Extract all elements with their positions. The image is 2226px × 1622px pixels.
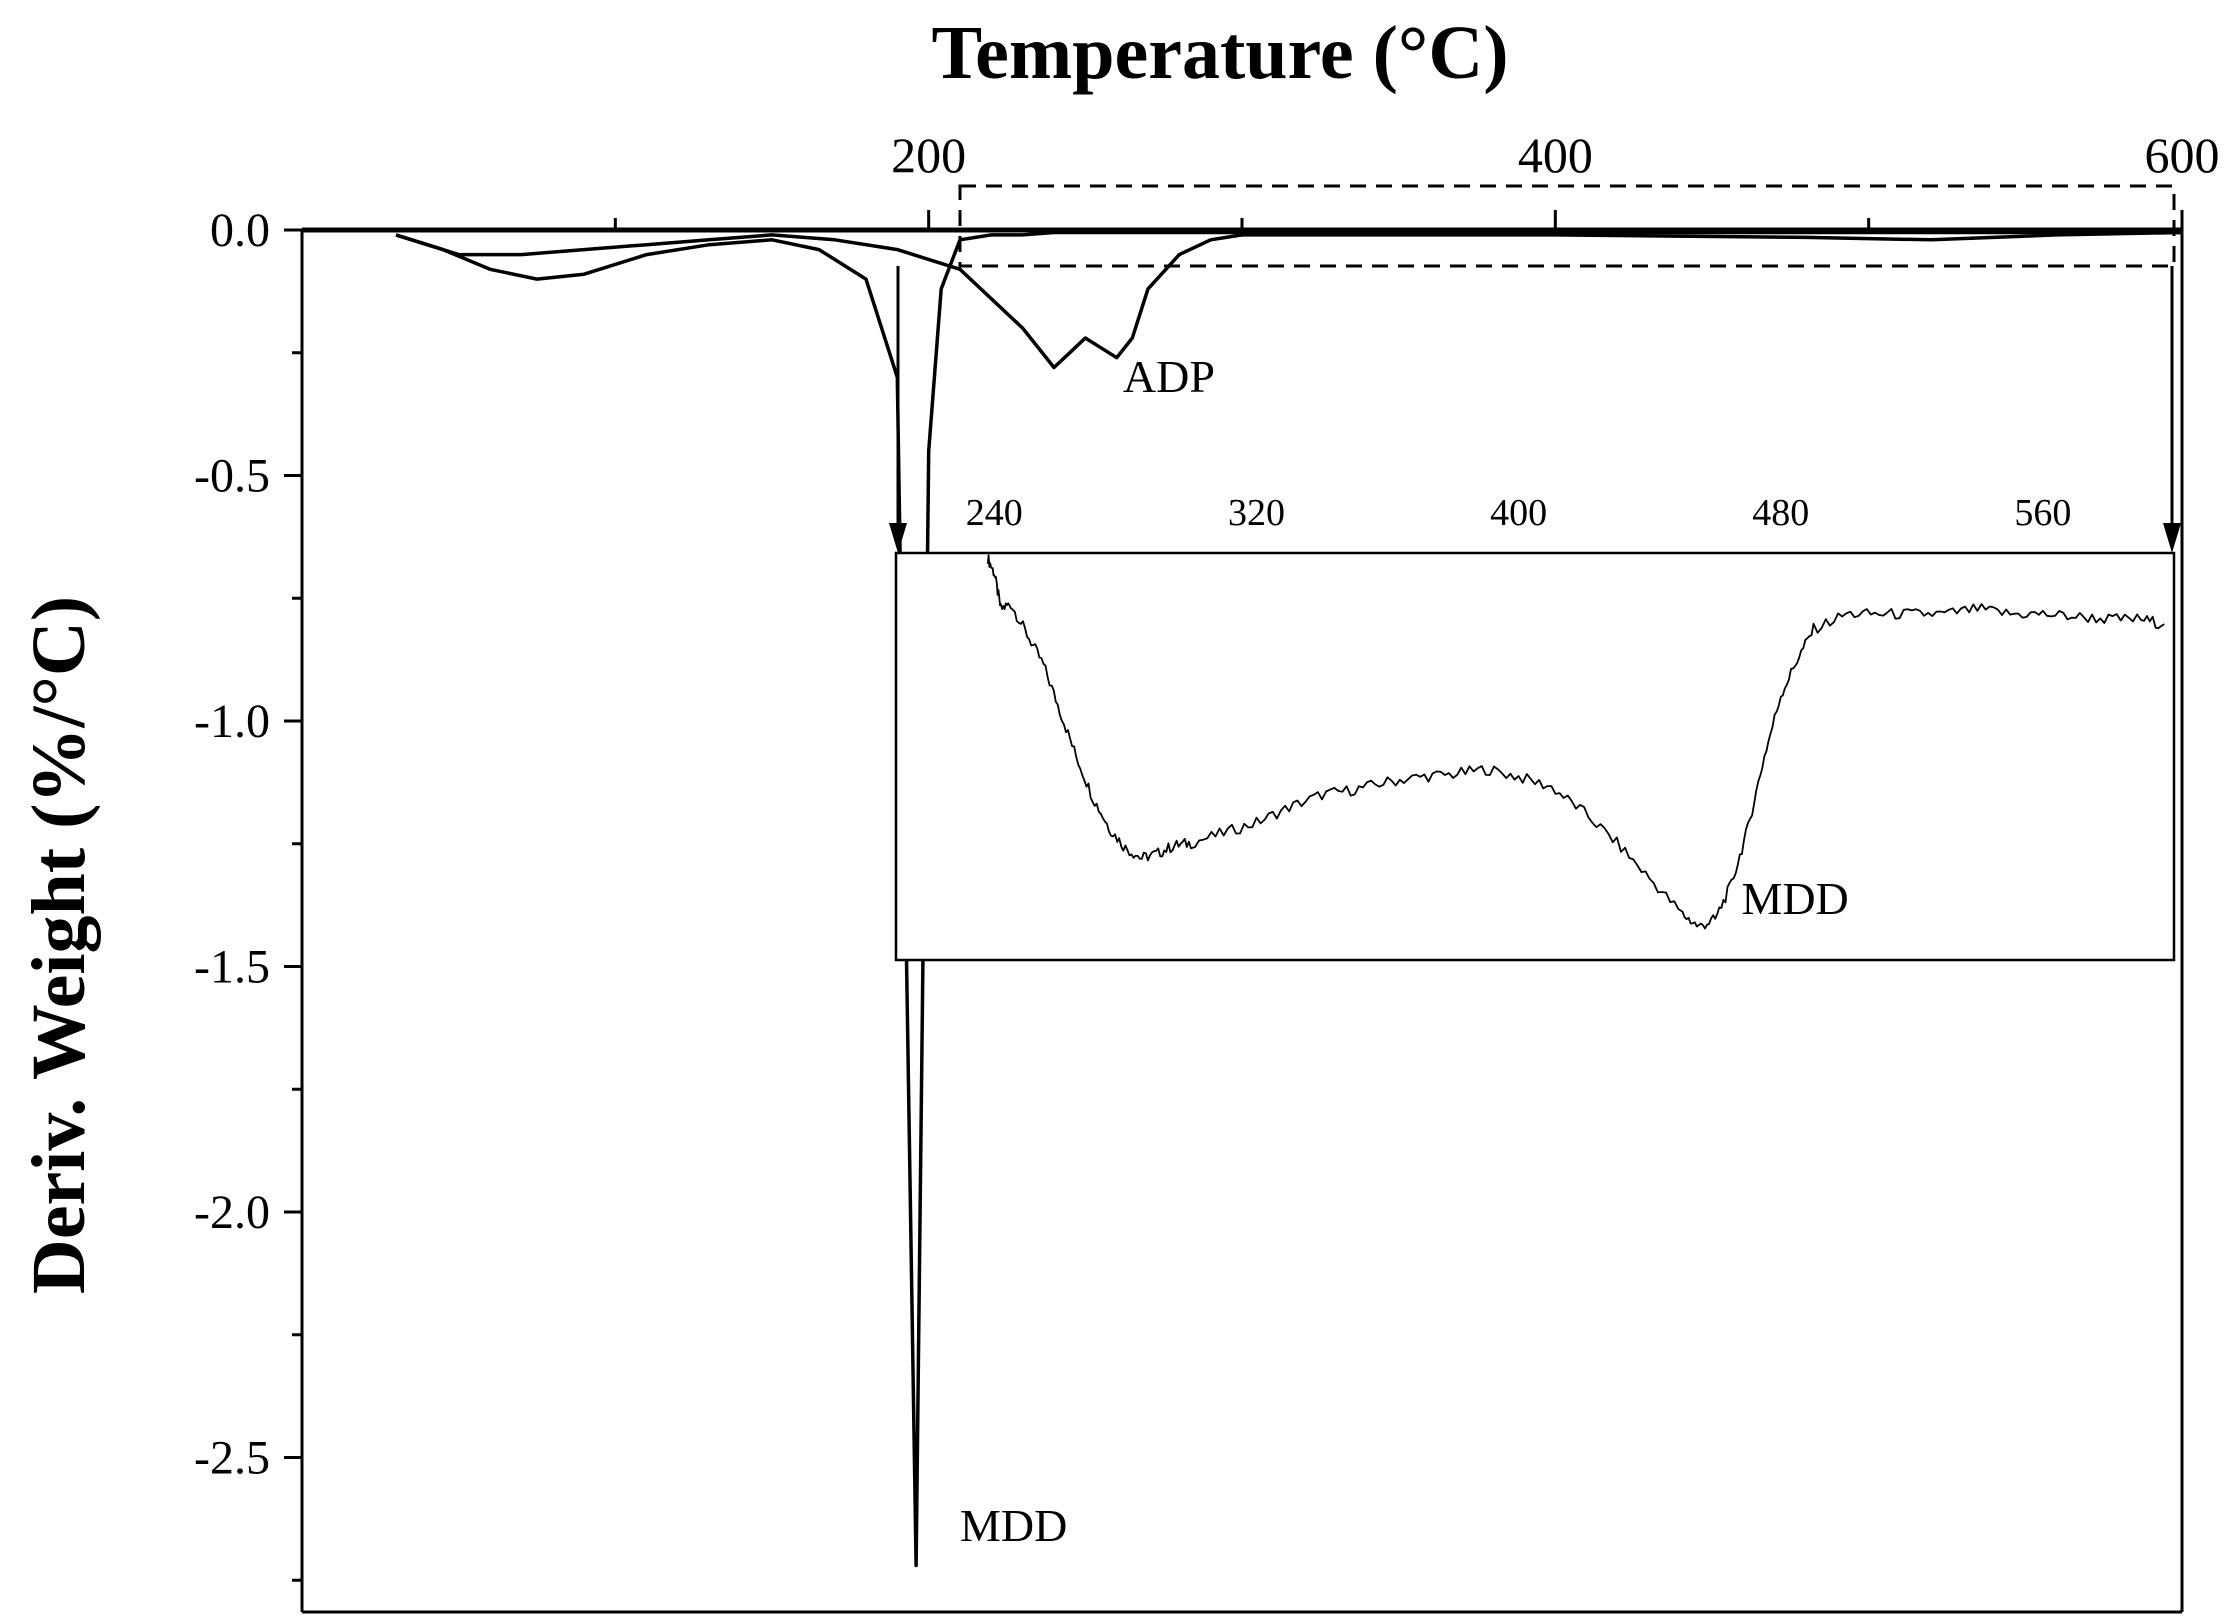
y-axis-title: Deriv. Weight (%/°C) (17, 596, 101, 1294)
x-tick-label: 200 (891, 127, 966, 183)
main-axis-ticks (284, 210, 2184, 1582)
y-tick-label: -2.5 (194, 1432, 270, 1485)
inset-annotation-label: MDD (1741, 873, 1848, 924)
main-series-line (395, 230, 2182, 1568)
main-series-group (395, 230, 2183, 1568)
zoom-region-box (958, 184, 2176, 268)
inset-x-tick-label: 240 (966, 492, 1023, 534)
y-tick-label: 0.0 (210, 204, 270, 257)
main-tick-labels: 0.0 -0.5 -1.0 -1.5 -2.0 -2.5 200 400 600 (194, 127, 2219, 1485)
zoom-arrow-head (2163, 523, 2181, 553)
y-tick-label: -0.5 (194, 450, 270, 503)
annotation-label: MDD (960, 1500, 1067, 1551)
inset-series-line (986, 554, 2165, 930)
inset-x-tick-label: 400 (1490, 492, 1547, 534)
x-axis-title: Temperature (°C) (931, 11, 1508, 95)
y-tick-label: -1.0 (194, 695, 270, 748)
annotation-label: ADP (1123, 351, 1215, 402)
main-series-line (395, 230, 2183, 370)
y-tick-label: -1.5 (194, 941, 270, 994)
inset-x-tick-label: 480 (1752, 492, 1809, 534)
x-tick-label: 600 (2145, 127, 2220, 183)
y-tick-label: -2.0 (194, 1186, 270, 1239)
inset-x-tick-label: 560 (2014, 492, 2071, 534)
inset-plot: 240 320 400 480 560 (894, 492, 2176, 962)
inset-frame (894, 551, 2176, 962)
zoom-indicators (889, 184, 2181, 553)
annotations-group: MDD ADP MDD (960, 351, 1849, 1551)
inset-x-tick-label: 320 (1228, 492, 1285, 534)
x-tick-label: 400 (1518, 127, 1593, 183)
zoom-arrow-head (889, 523, 907, 553)
